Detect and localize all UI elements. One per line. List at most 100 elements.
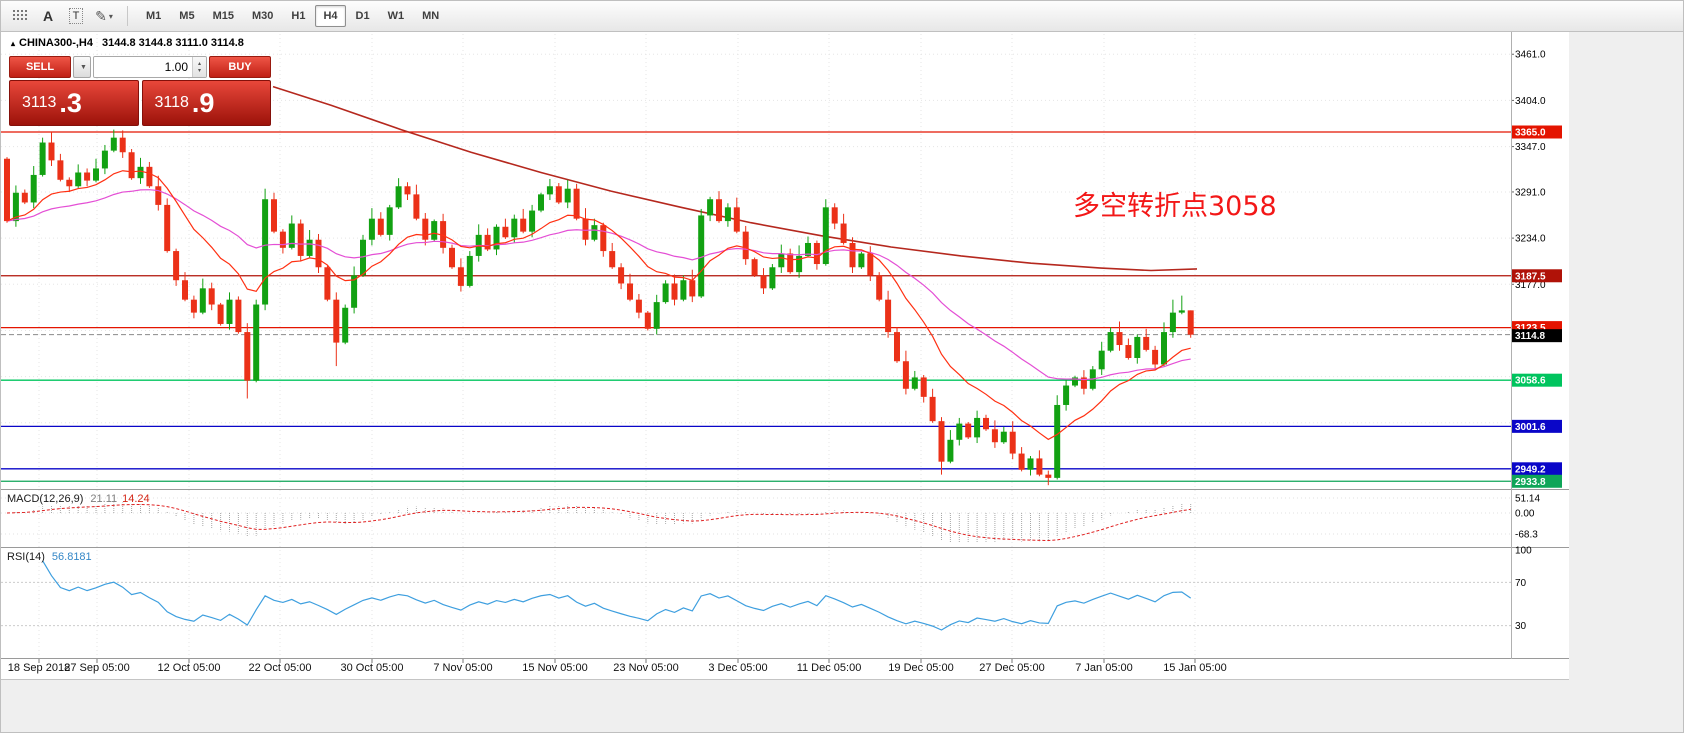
candle-body [173, 251, 180, 281]
draw-tool-button[interactable]: ✎ ▾ [91, 4, 117, 28]
candle-body [57, 160, 64, 180]
candle-body [253, 304, 260, 381]
candle-body [12, 192, 19, 222]
candle-body [983, 417, 989, 430]
candle-body [217, 304, 224, 324]
candle-body [297, 223, 304, 256]
chart-canvas[interactable]: 3461.0 3404.0 3347.0 3291.0 3234.0 3177.0 3365… [1, 1, 1569, 681]
candle-body [929, 396, 936, 422]
sell-button[interactable]: SELL [9, 56, 71, 78]
price-axis-label: 3461.0 [1515, 50, 1546, 61]
buy-button[interactable]: BUY [209, 56, 271, 78]
candle-body [911, 377, 918, 389]
price-level-tag [1512, 462, 1562, 476]
candle-body [644, 312, 651, 329]
price-axis-label: 3404.0 [1515, 96, 1546, 107]
price-level-tag [1512, 373, 1562, 387]
candle-body [84, 172, 91, 181]
spinner-down-icon[interactable]: ▾ [197, 68, 201, 74]
price-axis-label: 3177.0 [1515, 280, 1546, 291]
candle-body [1107, 332, 1114, 351]
candle-body [618, 267, 625, 284]
candle-body [849, 242, 856, 268]
timeframe-button-h1[interactable]: H1 [291, 10, 306, 22]
candle-body [1143, 336, 1150, 350]
candle-body [689, 280, 696, 297]
candle-body [742, 231, 749, 260]
candle-body [724, 207, 731, 222]
candle-body [1134, 336, 1141, 358]
rsi-axis-label: 70 [1515, 578, 1527, 589]
candle-body [1045, 474, 1052, 478]
candle-body [226, 299, 233, 324]
timeframe-button-d1[interactable]: D1 [355, 10, 370, 22]
candle-body [760, 275, 767, 289]
candle-body [546, 186, 553, 195]
candle-body [377, 218, 384, 235]
chart-bg [1, 32, 1569, 680]
candle-body [306, 239, 313, 256]
text-box-icon: T [68, 8, 84, 24]
candle-body [1000, 431, 1007, 443]
candle-body [1169, 312, 1176, 333]
volume-dropdown-button[interactable]: ▼ [73, 56, 91, 78]
spinner-up-icon[interactable]: ▴ [197, 61, 201, 67]
candle-body [1054, 404, 1061, 478]
timeframe-button-m15[interactable]: M15 [212, 10, 234, 22]
buy-price-display[interactable]: 3118 .9 [141, 80, 271, 126]
text-tool-button[interactable]: T [63, 4, 89, 28]
buy-price-main: 3118 [154, 94, 189, 111]
candle-body [30, 174, 37, 203]
timeframe-button-m5[interactable]: M5 [179, 10, 195, 22]
volume-input[interactable] [94, 57, 192, 77]
timeframe-button-m30[interactable]: M30 [251, 10, 274, 22]
candle-body [600, 225, 607, 252]
collapse-arrow-icon[interactable]: ▴ [11, 39, 16, 48]
candle-body [627, 283, 633, 300]
grid-tool-button[interactable] [7, 4, 33, 28]
candle-body [822, 207, 829, 265]
chart-annotation-text: 多空转折点3058 [1073, 191, 1277, 222]
candle-body [1080, 377, 1087, 389]
time-axis-label: 30 Oct 05:00 [341, 662, 404, 674]
candle-body [520, 218, 527, 232]
rsi-line [42, 560, 1192, 631]
candle-body [867, 253, 874, 276]
candle-body [991, 429, 998, 443]
sell-price-display[interactable]: 3113 .3 [9, 80, 139, 126]
time-axis-label: 22 Oct 05:00 [249, 662, 312, 674]
text-label-tool-button[interactable]: A [35, 4, 61, 28]
candle-body [1063, 385, 1070, 405]
candle-body [680, 280, 687, 300]
candle-body [591, 225, 598, 240]
buy-price-pips: .9 [191, 87, 215, 118]
candle-body [876, 275, 883, 300]
timeframe-button-h4[interactable]: H4 [315, 5, 346, 27]
letter-a-icon: A [42, 8, 54, 24]
candle-body [208, 288, 215, 305]
candle-body [360, 239, 366, 276]
candle-body [324, 267, 331, 300]
candle-body [902, 361, 909, 389]
candle-body [635, 299, 642, 313]
volume-spinner[interactable]: ▴ ▾ [192, 57, 206, 77]
symbol-period-label: CHINA300-,H4 [19, 37, 93, 49]
time-axis-label: 23 Nov 05:00 [613, 662, 678, 674]
timeframe-button-w1[interactable]: W1 [387, 10, 405, 22]
timeframe-button-m1[interactable]: M1 [146, 10, 162, 22]
time-axis-label: 15 Jan 05:00 [1163, 662, 1227, 674]
candle-body [333, 299, 340, 343]
timeframe-button-mn[interactable]: MN [422, 10, 440, 22]
macd-axis-label: -68.3 [1515, 530, 1538, 541]
macd-signal-line [6, 503, 1191, 542]
chart-header: ▴ CHINA300-,H4 3144.8 3144.8 3111.0 3114.8 [11, 37, 244, 49]
one-click-trade-panel: SELL ▼ ▴ ▾ BUY 3113 .3 3118 .9 [9, 56, 271, 126]
price-level-tag-text: 2933.8 [1515, 477, 1546, 488]
candle-body [190, 299, 197, 313]
candle-body [422, 218, 429, 240]
candle-body [404, 186, 411, 195]
candle-body [707, 199, 714, 216]
candle-body [21, 192, 28, 203]
rsi-axis-label: 30 [1515, 621, 1527, 632]
candle-body [920, 377, 927, 397]
